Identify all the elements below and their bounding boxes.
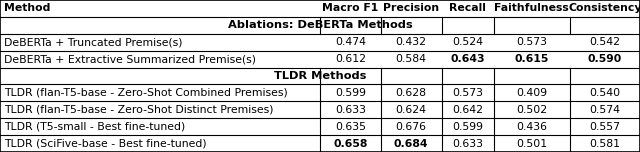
Text: TLDR (flan-T5-base - Zero-Shot Distinct Premises): TLDR (flan-T5-base - Zero-Shot Distinct …: [4, 105, 273, 115]
Text: 0.635: 0.635: [335, 122, 366, 132]
Text: TLDR (T5-small - Best fine-tuned): TLDR (T5-small - Best fine-tuned): [4, 122, 185, 132]
Text: 0.615: 0.615: [515, 54, 549, 64]
Text: 0.501: 0.501: [516, 139, 547, 149]
Text: DeBERTa + Truncated Premise(s): DeBERTa + Truncated Premise(s): [4, 37, 182, 47]
Text: 0.628: 0.628: [396, 88, 427, 98]
Text: Precision: Precision: [383, 3, 439, 13]
Text: 0.633: 0.633: [452, 139, 483, 149]
Text: 0.542: 0.542: [589, 37, 620, 47]
Text: Macro F1: Macro F1: [323, 3, 378, 13]
Text: 0.524: 0.524: [452, 37, 483, 47]
Text: 0.584: 0.584: [396, 54, 427, 64]
Text: 0.642: 0.642: [452, 105, 483, 115]
Text: 0.599: 0.599: [335, 88, 366, 98]
Text: TLDR (SciFive-base - Best fine-tuned): TLDR (SciFive-base - Best fine-tuned): [4, 139, 207, 149]
Text: 0.502: 0.502: [516, 105, 547, 115]
Text: 0.676: 0.676: [396, 122, 427, 132]
Text: Recall: Recall: [449, 3, 486, 13]
Text: Faithfulness: Faithfulness: [495, 3, 569, 13]
Text: 0.599: 0.599: [452, 122, 483, 132]
Text: 0.540: 0.540: [589, 88, 620, 98]
Text: 0.684: 0.684: [394, 139, 428, 149]
Text: 0.633: 0.633: [335, 105, 366, 115]
Text: 0.573: 0.573: [516, 37, 547, 47]
Text: Ablations: DeBERTa Methods: Ablations: DeBERTa Methods: [228, 20, 412, 30]
Text: 0.436: 0.436: [516, 122, 547, 132]
Text: DeBERTa + Extractive Summarized Premise(s): DeBERTa + Extractive Summarized Premise(…: [4, 54, 256, 64]
Text: 0.432: 0.432: [396, 37, 427, 47]
Text: 0.612: 0.612: [335, 54, 366, 64]
Text: 0.658: 0.658: [333, 139, 367, 149]
Text: 0.574: 0.574: [589, 105, 620, 115]
Text: 0.643: 0.643: [451, 54, 485, 64]
Text: 0.409: 0.409: [516, 88, 547, 98]
Text: TLDR Methods: TLDR Methods: [274, 71, 366, 81]
Text: 0.624: 0.624: [396, 105, 427, 115]
Text: TLDR (flan-T5-base - Zero-Shot Combined Premises): TLDR (flan-T5-base - Zero-Shot Combined …: [4, 88, 287, 98]
Text: 0.474: 0.474: [335, 37, 366, 47]
Text: 0.573: 0.573: [452, 88, 483, 98]
Text: Method: Method: [4, 3, 50, 13]
Text: Consistency: Consistency: [568, 3, 640, 13]
Text: 0.581: 0.581: [589, 139, 620, 149]
Text: 0.590: 0.590: [588, 54, 622, 64]
Text: 0.557: 0.557: [589, 122, 620, 132]
